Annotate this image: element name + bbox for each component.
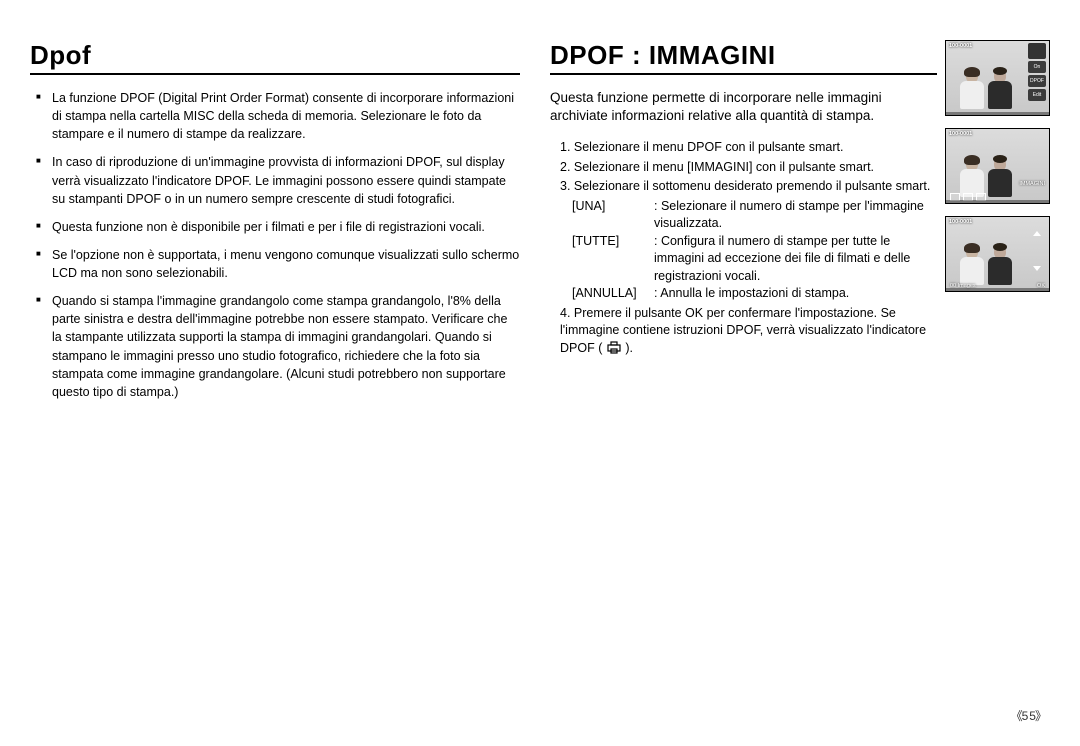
option-value: : Selezionare il numero di stampe per l'… [654, 198, 937, 233]
option-key: [ANNULLA] [572, 285, 654, 303]
list-item: La funzione DPOF (Digital Print Order Fo… [30, 89, 520, 143]
step-item: 4. Premere il pulsante OK per confermare… [560, 305, 937, 358]
menu-button: On [1028, 61, 1046, 73]
list-item: Se l'opzione non è supportata, i menu ve… [30, 246, 520, 282]
step-item: 1. Selezionare il menu DPOF con il pulsa… [560, 139, 937, 157]
menu-icon [1028, 43, 1046, 59]
camera-screenshot-1: 100-0001 On DPOF Edit [945, 40, 1050, 116]
right-section-title: DPOF : IMMAGINI [550, 40, 937, 75]
step-item: 3. Selezionare il sottomenu desiderato p… [560, 178, 937, 196]
list-item: Questa funzione non è disponibile per i … [30, 218, 520, 236]
list-item: In caso di riproduzione di un'immagine p… [30, 153, 520, 207]
menu-button: DPOF [1028, 75, 1046, 87]
options-table: [UNA] : Selezionare il numero di stampe … [572, 198, 937, 303]
list-item: Quando si stampa l'immagine grandangolo … [30, 292, 520, 401]
page-number: 55 [1011, 707, 1048, 724]
side-menu: On DPOF Edit [1027, 61, 1047, 101]
print-icon [606, 340, 622, 354]
file-number-label: 100-0001 [949, 219, 972, 225]
menu-button: Edit [1028, 89, 1046, 101]
step-text-post: ). [625, 341, 633, 355]
step-item: 2. Selezionare il menu [IMMAGINI] con il… [560, 159, 937, 177]
steps-list-2: 4. Premere il pulsante OK per confermare… [560, 305, 937, 358]
left-bullet-list: La funzione DPOF (Digital Print Order Fo… [30, 89, 520, 401]
mode-label: IMMAGINI [1019, 181, 1045, 187]
option-value: : Configura il numero di stampe per tutt… [654, 233, 937, 286]
steps-list: 1. Selezionare il menu DPOF con il pulsa… [560, 139, 937, 196]
arrow-up-icon [1033, 231, 1041, 236]
table-row: [UNA] : Selezionare il numero di stampe … [572, 198, 937, 233]
option-key: [UNA] [572, 198, 654, 233]
option-value: : Annulla le impostazioni di stampa. [654, 285, 937, 303]
table-row: [TUTTE] : Configura il numero di stampe … [572, 233, 937, 286]
option-key: [TUTTE] [572, 233, 654, 286]
file-number-label: 100-0001 [949, 43, 972, 49]
camera-screenshot-2: 100-0001 IMMAGINI [945, 128, 1050, 204]
right-intro: Questa funzione permette di incorporare … [550, 89, 937, 125]
arrow-down-icon [1033, 266, 1041, 271]
left-section-title: Dpof [30, 40, 520, 75]
screenshots-column: 100-0001 On DPOF Edit 100-0001 IMMAGINI [945, 40, 1050, 411]
table-row: [ANNULLA] : Annulla le impostazioni di s… [572, 285, 937, 303]
file-number-label: 100-0001 [949, 131, 972, 137]
camera-screenshot-3: 100-0001 00 Images OK [945, 216, 1050, 292]
